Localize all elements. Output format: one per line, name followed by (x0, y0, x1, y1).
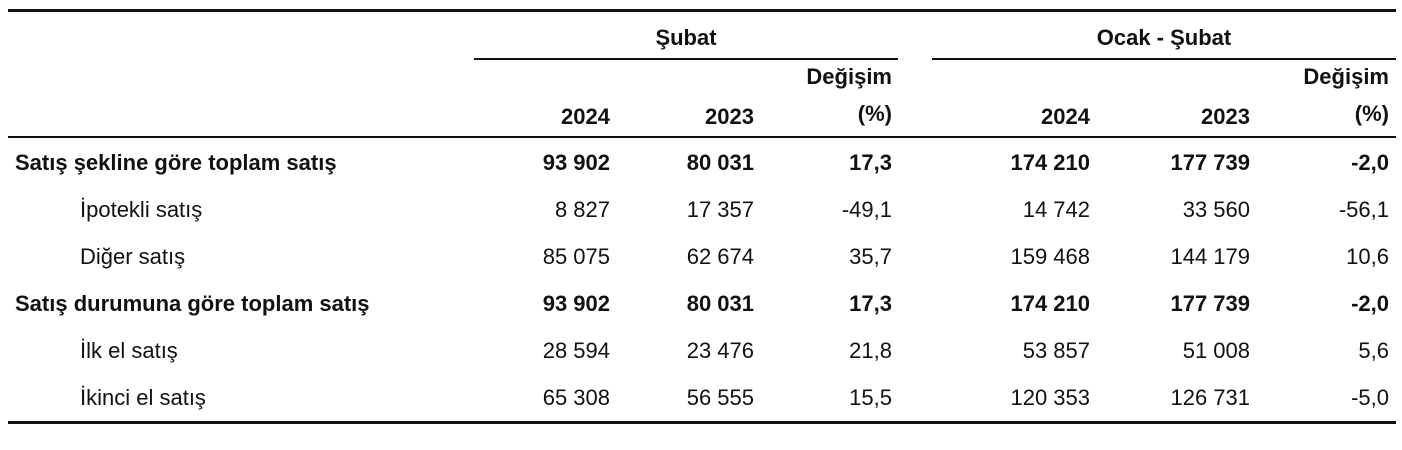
table-cell: -2,0 (1351, 291, 1389, 316)
table-cell: 35,7 (849, 244, 892, 269)
table-cell: 93 902 (542, 291, 610, 316)
table-cell: 65 308 (542, 385, 610, 410)
col-header-change-label: Değişim (1303, 64, 1389, 89)
group-header-ocak-subat: Ocak - Şubat (1096, 25, 1232, 50)
col-header-2023: 2023 (705, 104, 754, 129)
table-cell: 174 210 (1010, 150, 1090, 175)
table-cell: -2,0 (1351, 150, 1389, 175)
row-label: İpotekli satış (80, 197, 203, 222)
table-cell: -56,1 (1338, 197, 1389, 222)
header-rule (8, 136, 1396, 138)
row-label: İkinci el satış (80, 385, 206, 410)
table-cell: 56 555 (686, 385, 754, 410)
group-header-subat: Şubat (655, 25, 717, 50)
table-cell: -5,0 (1351, 385, 1389, 410)
table-cell: 80 031 (686, 291, 754, 316)
table-cell: 62 674 (686, 244, 754, 269)
table-cell: 28 594 (542, 338, 610, 363)
table-cell: -49,1 (841, 197, 892, 222)
table-cell: 177 739 (1170, 291, 1250, 316)
table-cell: 17,3 (849, 150, 892, 175)
table-cell: 15,5 (849, 385, 892, 410)
group-rule-ocak-subat (932, 58, 1396, 60)
table-cell: 10,6 (1346, 244, 1389, 269)
col-header-change-unit: (%) (857, 101, 892, 126)
table-cell: 93 902 (542, 150, 610, 175)
row-label: İlk el satış (80, 338, 178, 363)
table-cell: 23 476 (686, 338, 754, 363)
col-header-change-label: Değişim (806, 64, 892, 89)
table-cell: 14 742 (1022, 197, 1090, 222)
col-header-2024: 2024 (1041, 104, 1090, 129)
row-label: Satış şekline göre toplam satış (15, 150, 337, 175)
table-cell: 17 357 (686, 197, 754, 222)
table-cell: 33 560 (1182, 197, 1250, 222)
col-header-change-unit: (%) (1354, 101, 1389, 126)
table-cell: 21,8 (849, 338, 892, 363)
row-label: Satış durumuna göre toplam satış (15, 291, 370, 316)
table-cell: 5,6 (1358, 338, 1389, 363)
col-header-2024: 2024 (561, 104, 610, 129)
bottom-rule (8, 421, 1396, 424)
table-cell: 53 857 (1022, 338, 1090, 363)
table-cell: 177 739 (1170, 150, 1250, 175)
col-header-2023: 2023 (1201, 104, 1250, 129)
table-cell: 51 008 (1182, 338, 1250, 363)
top-rule (8, 9, 1396, 12)
table-cell: 8 827 (554, 197, 610, 222)
group-rule-subat (474, 58, 898, 60)
table-cell: 17,3 (849, 291, 892, 316)
table-cell: 126 731 (1170, 385, 1250, 410)
row-label: Diğer satış (80, 244, 186, 269)
table-cell: 144 179 (1170, 244, 1250, 269)
table-cell: 85 075 (542, 244, 610, 269)
table-cell: 174 210 (1010, 291, 1090, 316)
table-cell: 80 031 (686, 150, 754, 175)
table-cell: 120 353 (1010, 385, 1090, 410)
table-cell: 159 468 (1010, 244, 1090, 269)
